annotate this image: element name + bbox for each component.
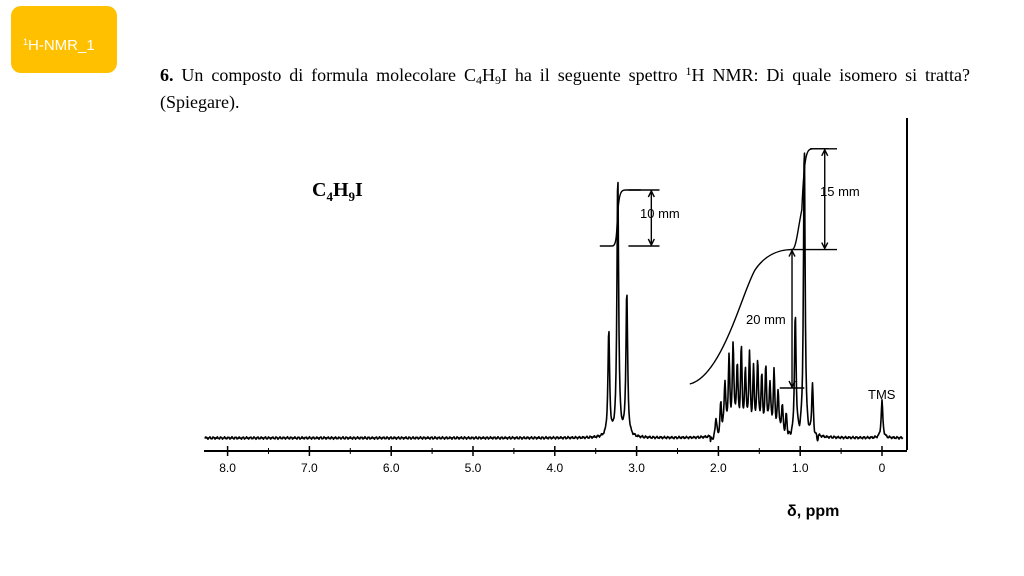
question-sub2: 9 — [494, 73, 501, 87]
badge-superscript: 1 — [23, 37, 29, 47]
question-part1: Un composto di formula molecolare C — [173, 65, 476, 85]
badge-label: 1H-NMR_1 — [23, 34, 95, 54]
x-tick-label: 2.0 — [710, 461, 727, 475]
integral-label-10mm: 10 mm — [640, 206, 680, 221]
question-text: 6. Un composto di formula molecolare C4H… — [160, 60, 970, 113]
question-number: 6. — [160, 65, 174, 85]
x-tick-label: 6.0 — [383, 461, 400, 475]
spectrum-trace — [204, 152, 904, 443]
integral-curves — [599, 148, 838, 389]
badge-text: H-NMR_1 — [28, 37, 95, 54]
integral-label-15mm: 15 mm — [820, 184, 860, 199]
x-axis-label: δ, ppm — [787, 503, 839, 520]
slide-badge: 1H-NMR_1 — [11, 6, 117, 73]
formula-label: C4H9I — [312, 179, 363, 204]
question-sub1: 4 — [475, 73, 482, 87]
x-tick-label: 8.0 — [219, 461, 236, 475]
arrow-heads-20mm — [788, 249, 796, 389]
question-part2: H — [481, 65, 495, 85]
question-part4: H NMR: Di quale isomero si tratta? (Spie… — [160, 65, 971, 112]
x-tick-label: 7.0 — [301, 461, 318, 475]
x-tick-label: 0 — [879, 461, 886, 475]
integral-label-20mm: 20 mm — [746, 312, 786, 327]
integral-curve-10mm — [599, 189, 641, 247]
x-ticks: 8.0 7.0 6.0 5.0 4.0 3.0 2.0 1.0 0 — [219, 446, 886, 475]
integral-curve-20mm — [689, 248, 793, 385]
x-tick-label: 5.0 — [465, 461, 482, 475]
arrow-heads-15mm — [821, 148, 829, 251]
x-tick-label: 4.0 — [546, 461, 563, 475]
integral-curve-15mm — [791, 148, 829, 251]
arrow-heads-10mm — [647, 189, 655, 247]
question-part3: I ha il seguente spettro — [500, 65, 686, 85]
tms-label: TMS — [868, 387, 896, 402]
question-sup: 1 — [685, 64, 692, 78]
x-tick-label: 3.0 — [628, 461, 645, 475]
x-tick-label: 1.0 — [792, 461, 809, 475]
